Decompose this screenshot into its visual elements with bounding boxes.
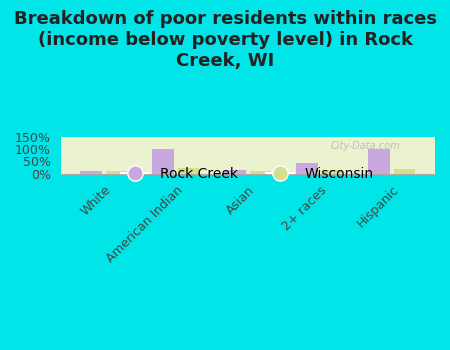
- Bar: [369, 149, 390, 174]
- Bar: [61, 136, 435, 137]
- Bar: [61, 136, 435, 137]
- Legend: Rock Creek, Wisconsin: Rock Creek, Wisconsin: [116, 161, 380, 186]
- Bar: [61, 136, 435, 137]
- Bar: [61, 136, 435, 137]
- Bar: [61, 136, 435, 137]
- Bar: [61, 136, 435, 137]
- Bar: [106, 171, 127, 174]
- Bar: [250, 171, 271, 174]
- Bar: [61, 136, 435, 137]
- Bar: [61, 136, 435, 137]
- Bar: [61, 136, 435, 137]
- Bar: [394, 169, 415, 174]
- Bar: [322, 170, 343, 174]
- Bar: [61, 136, 435, 137]
- Bar: [178, 168, 199, 174]
- Bar: [225, 170, 246, 174]
- Bar: [61, 136, 435, 137]
- Bar: [61, 136, 435, 137]
- Bar: [61, 136, 435, 137]
- Bar: [61, 136, 435, 137]
- Bar: [81, 171, 102, 174]
- Text: Breakdown of poor residents within races
(income below poverty level) in Rock
Cr: Breakdown of poor residents within races…: [14, 10, 436, 70]
- Bar: [61, 136, 435, 137]
- Bar: [61, 136, 435, 137]
- Bar: [61, 136, 435, 137]
- Bar: [61, 136, 435, 137]
- Bar: [61, 136, 435, 137]
- Bar: [61, 136, 435, 137]
- Bar: [297, 163, 318, 174]
- Text: City-Data.com: City-Data.com: [330, 141, 400, 151]
- Bar: [61, 136, 435, 137]
- Bar: [153, 149, 174, 174]
